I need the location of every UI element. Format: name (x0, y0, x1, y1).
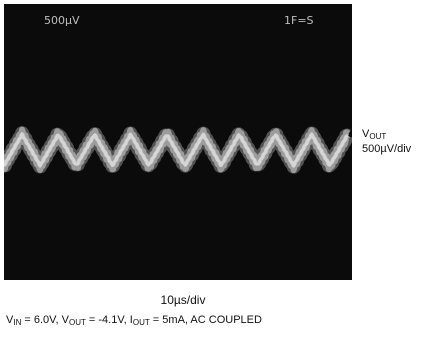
screen-label-left: 500µV (44, 14, 80, 27)
screen-label-right: 1F=S (284, 14, 314, 27)
condition-vin: VIN = 6.0V, (6, 314, 62, 327)
horizontal-scale-label: 10µs/div (160, 293, 206, 307)
trace-name-label: VOUT (362, 128, 387, 141)
oscilloscope-screen: 500µV 1F=S (4, 4, 352, 280)
test-conditions: VIN = 6.0V, VOUT = -4.1V, IOUT = 5mA, AC… (6, 314, 262, 327)
waveform-trace (4, 126, 352, 174)
condition-iout: IOUT = 5mA, AC COUPLED (129, 314, 262, 327)
vertical-scale-label: 500µV/div (362, 143, 412, 155)
trace-layer-3 (4, 132, 349, 168)
condition-vout: VOUT = -4.1V, (61, 314, 130, 327)
